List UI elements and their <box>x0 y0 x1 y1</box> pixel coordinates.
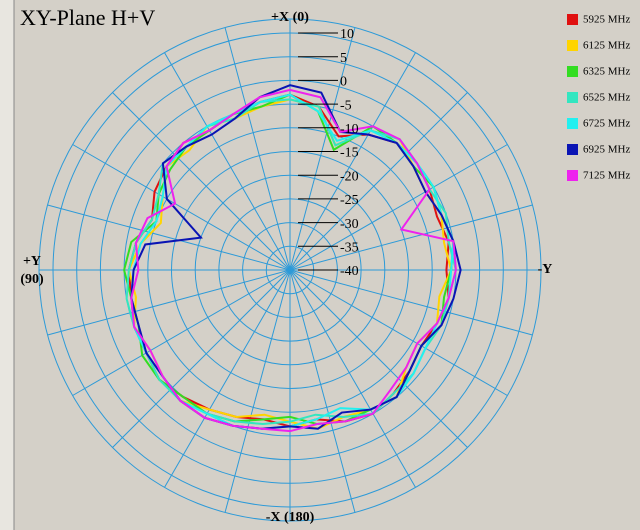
grid-ring <box>76 56 504 484</box>
legend-label: 7125 MHz <box>583 170 630 182</box>
angle-label: -X (180) <box>266 510 315 525</box>
r-tick-label: -30 <box>340 217 359 232</box>
r-tick-label: 0 <box>340 75 347 90</box>
spoke <box>289 92 468 271</box>
angle-label: +X (0) <box>271 10 309 25</box>
spoke <box>289 52 416 271</box>
r-tick-label: -15 <box>340 146 359 161</box>
grid-ring <box>99 79 481 461</box>
spoke <box>72 269 291 396</box>
spoke <box>289 269 508 396</box>
grid-ring <box>147 127 433 413</box>
spoke <box>112 269 291 448</box>
r-tick-label: -35 <box>340 241 359 256</box>
series-lines <box>123 84 462 433</box>
spoke <box>72 144 291 271</box>
side-strip <box>0 0 14 530</box>
legend-label: 6925 MHz <box>583 144 630 156</box>
r-tick-label: 5 <box>340 51 347 66</box>
legend: 5925 MHz 6125 MHz 6325 MHz 6525 MHz 6725 MHz… <box>567 14 630 182</box>
legend-label: 6325 MHz <box>583 66 630 78</box>
r-tick-label: 10 <box>340 27 354 42</box>
legend-swatch <box>567 66 578 77</box>
radial-ticks: 10 5 0 -5 -10 -15 -20 -25 -30 -35 -40 <box>298 27 359 279</box>
grid-ring <box>171 151 409 389</box>
angle-label: +Y <box>23 254 41 269</box>
spoke <box>164 269 291 488</box>
angle-label: -Y <box>538 262 553 277</box>
angle-label: (90) <box>20 272 44 287</box>
spoke <box>289 144 508 271</box>
spoke <box>289 269 533 336</box>
legend-label: 5925 MHz <box>583 14 630 26</box>
spoke <box>224 27 291 271</box>
legend-label: 6525 MHz <box>583 92 630 104</box>
spoke <box>112 92 291 271</box>
r-tick-label: -20 <box>340 169 359 184</box>
grid-ring <box>52 32 528 508</box>
spoke <box>47 269 291 336</box>
spoke <box>289 269 468 448</box>
legend-swatch <box>567 14 578 25</box>
spoke <box>289 27 356 271</box>
spoke <box>289 269 416 488</box>
legend-swatch <box>567 92 578 103</box>
spoke <box>224 269 291 513</box>
r-tick-label: -25 <box>340 193 359 208</box>
r-tick-label: -40 <box>340 264 359 279</box>
legend-label: 6125 MHz <box>583 40 630 52</box>
legend-swatch <box>567 170 578 181</box>
grid-ring <box>218 198 362 342</box>
legend-swatch <box>567 118 578 129</box>
spoke <box>47 204 291 271</box>
spoke <box>164 52 291 271</box>
legend-label: 6725 MHz <box>583 118 630 130</box>
legend-swatch <box>567 40 578 51</box>
series-line <box>130 88 457 433</box>
r-tick-label: -5 <box>340 98 352 113</box>
legend-swatch <box>567 144 578 155</box>
r-tick-label: -10 <box>340 122 359 137</box>
spoke <box>289 269 356 513</box>
series-line <box>130 84 462 430</box>
spoke <box>289 204 533 271</box>
chart-title: XY-Plane H+V <box>20 5 155 30</box>
grid-ring <box>194 174 386 366</box>
